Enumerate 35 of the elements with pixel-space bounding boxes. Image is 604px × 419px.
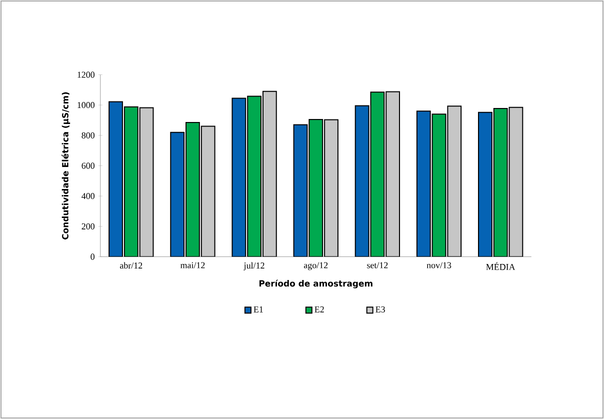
bar (108, 101, 123, 257)
x-axis-title: Período de amostragem (259, 280, 372, 288)
bar (232, 98, 246, 257)
bar (386, 91, 400, 257)
x-tick-label: MÉDIA (486, 262, 516, 270)
y-tick-label: 0 (90, 254, 95, 260)
bar (308, 118, 324, 257)
bar (200, 126, 216, 257)
x-tick-label: set/12 (367, 262, 388, 268)
y-tick-label: 1200 (78, 72, 94, 78)
legend-label: E1 (254, 306, 263, 312)
x-tick-label: jul/12 (244, 262, 264, 270)
x-tick-label: mai/12 (180, 262, 205, 268)
y-tick-label: 400 (82, 193, 94, 200)
y-tick-label: 800 (82, 132, 94, 138)
bar (370, 92, 385, 257)
bar (247, 96, 262, 257)
y-axis-title: Condutividade Elétrica (µS/cm) (62, 92, 70, 240)
y-tick-label: 1000 (78, 102, 94, 108)
bar (493, 108, 508, 257)
bar (170, 132, 185, 257)
bar (416, 110, 431, 257)
x-tick-label: nov/13 (426, 262, 452, 268)
x-tick-label: abr/12 (120, 262, 142, 269)
y-tick-label: 200 (82, 223, 94, 230)
bar (262, 90, 277, 257)
bar (447, 106, 462, 257)
bar (478, 112, 492, 257)
legend-label: E2 (314, 306, 324, 312)
x-tick-label: ago/12 (304, 262, 328, 270)
bar (186, 122, 200, 257)
bar (324, 119, 338, 257)
y-tick-label: 600 (82, 162, 94, 169)
bar (124, 106, 138, 257)
legend-label: E3 (376, 306, 385, 312)
